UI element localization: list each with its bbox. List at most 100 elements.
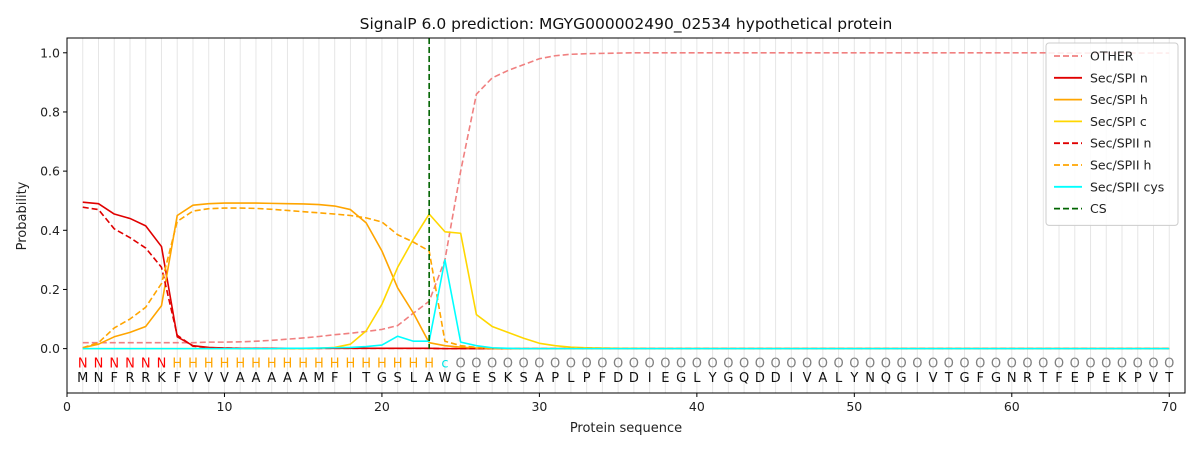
residue-label: A: [299, 371, 308, 386]
region-label: O: [975, 356, 985, 371]
residue-label: D: [629, 371, 639, 386]
region-label: O: [456, 356, 466, 371]
region-label: N: [78, 356, 88, 371]
residue-label: A: [818, 371, 827, 386]
residue-label: G: [960, 371, 970, 386]
region-label: O: [597, 356, 607, 371]
x-tick-label: 50: [846, 399, 862, 414]
residue-label: Y: [849, 371, 858, 386]
region-label: O: [849, 356, 859, 371]
y-axis: 0.0 0.2 0.4 0.6 0.8 1.0: [40, 45, 67, 356]
residue-label: M: [313, 371, 324, 386]
region-label: N: [109, 356, 119, 371]
residue-label: Q: [881, 371, 891, 386]
region-label: O: [645, 356, 655, 371]
region-label: H: [267, 356, 277, 371]
region-label: O: [755, 356, 765, 371]
region-label: H: [377, 356, 387, 371]
legend-entry: Sec/SPI c: [1090, 114, 1147, 129]
region-label: O: [1085, 356, 1095, 371]
region-label: H: [204, 356, 214, 371]
series-line-other: [82, 51, 1170, 344]
residue-label: F: [1055, 371, 1062, 386]
series-line-sec-spii-h: [82, 207, 1170, 350]
residue-label: R: [1023, 371, 1032, 386]
region-label: O: [471, 356, 481, 371]
x-tick-label: 60: [1004, 399, 1020, 414]
region-label: O: [692, 356, 702, 371]
region-label: N: [94, 356, 104, 371]
residue-label: K: [157, 371, 166, 386]
region-label: O: [1117, 356, 1127, 371]
residue-label: I: [789, 371, 793, 386]
y-tick-label: 0.6: [40, 164, 60, 179]
region-label: O: [660, 356, 670, 371]
residue-label: G: [676, 371, 686, 386]
residue-label: D: [771, 371, 781, 386]
residue-label: V: [220, 371, 229, 386]
series-line-sec-spi-h: [82, 202, 1170, 350]
residue-label: L: [693, 371, 701, 386]
region-label: O: [1070, 356, 1080, 371]
residue-label: A: [535, 371, 544, 386]
region-label: H: [409, 356, 419, 371]
residue-label: D: [755, 371, 765, 386]
region-label: O: [928, 356, 938, 371]
residue-label: K: [504, 371, 513, 386]
residue-label: L: [835, 371, 843, 386]
legend-entry: OTHER: [1090, 49, 1134, 64]
region-label: H: [361, 356, 371, 371]
region-label: O: [519, 356, 529, 371]
region-label: O: [723, 356, 733, 371]
residue-label: M: [77, 371, 88, 386]
residue-label: P: [583, 371, 591, 386]
region-label: H: [393, 356, 403, 371]
region-label: H: [251, 356, 261, 371]
y-axis-label: Probability: [15, 181, 30, 250]
residue-label: G: [897, 371, 907, 386]
region-label: O: [1164, 356, 1174, 371]
residue-label: T: [1038, 371, 1047, 386]
y-tick-label: 0.2: [40, 282, 60, 297]
region-label: H: [220, 356, 230, 371]
x-tick-label: 10: [217, 399, 233, 414]
vertical-grid: [82, 38, 1170, 393]
region-label: O: [1133, 356, 1143, 371]
region-label: H: [314, 356, 324, 371]
plot-frame: [66, 37, 1186, 394]
residue-label: R: [125, 371, 134, 386]
residue-label: S: [488, 371, 496, 386]
region-label: H: [283, 356, 293, 371]
region-label: O: [503, 356, 513, 371]
x-tick-label: 70: [1161, 399, 1177, 414]
x-axis-label: Protein sequence: [570, 421, 682, 436]
region-label: O: [865, 356, 875, 371]
region-label: O: [959, 356, 969, 371]
residue-label: Q: [739, 371, 749, 386]
residue-label: N: [865, 371, 875, 386]
region-label: O: [739, 356, 749, 371]
series-line-sec-spi-n: [82, 201, 1170, 350]
residue-label: E: [472, 371, 480, 386]
residue-label: W: [438, 371, 451, 386]
x-tick-label: 0: [63, 399, 71, 414]
residue-label: L: [567, 371, 575, 386]
residue-label: V: [1149, 371, 1158, 386]
region-label: O: [534, 356, 544, 371]
residue-label: G: [456, 371, 466, 386]
residue-label: N: [94, 371, 104, 386]
y-tick-label: 1.0: [40, 45, 60, 60]
residue-label: S: [520, 371, 528, 386]
residue-label: Y: [708, 371, 717, 386]
region-label: H: [188, 356, 198, 371]
region-label: O: [1038, 356, 1048, 371]
region-label: O: [566, 356, 576, 371]
legend-entry: Sec/SPI h: [1090, 92, 1148, 107]
region-label: O: [629, 356, 639, 371]
residue-label: S: [394, 371, 402, 386]
region-label: c: [441, 356, 448, 371]
residue-label: F: [599, 371, 606, 386]
region-label: H: [298, 356, 308, 371]
y-tick-label: 0.0: [40, 341, 60, 356]
